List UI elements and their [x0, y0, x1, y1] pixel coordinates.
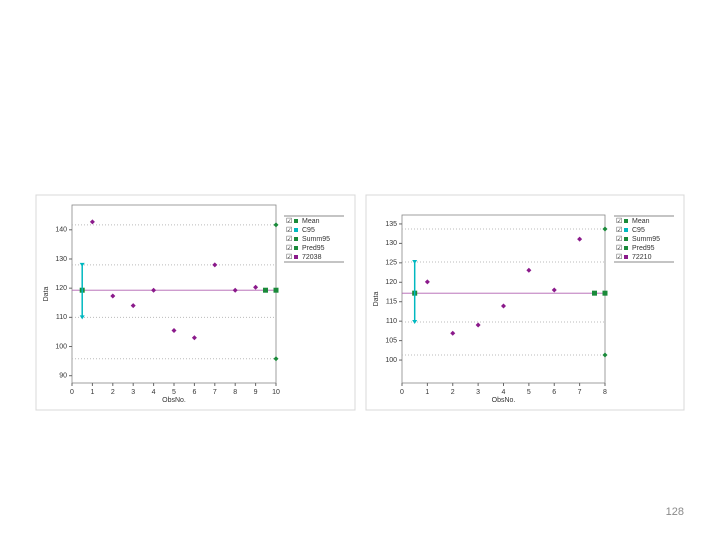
legend-label: Summ95 — [302, 236, 330, 243]
data-point — [191, 335, 197, 341]
pred-marker — [602, 226, 608, 232]
legend-check: ☑ — [616, 235, 622, 243]
x-axis-label: ObsNo. — [162, 397, 186, 404]
x-tick-label: 6 — [552, 389, 556, 396]
legend-swatch — [294, 228, 298, 232]
legend-swatch — [624, 246, 628, 250]
legend-swatch — [294, 219, 298, 223]
x-tick-label: 3 — [476, 389, 480, 396]
x-tick-label: 3 — [131, 389, 135, 396]
legend-check: ☑ — [286, 253, 292, 261]
legend-check: ☑ — [616, 217, 622, 225]
x-tick-label: 0 — [70, 389, 74, 396]
x-tick-label: 1 — [425, 389, 429, 396]
legend-label: 72038 — [302, 254, 322, 261]
y-axis-label: Data — [43, 287, 50, 302]
x-axis-label: ObsNo. — [492, 397, 516, 404]
data-point — [501, 303, 506, 309]
data-point — [232, 287, 238, 293]
x-tick-label: 5 — [527, 389, 531, 396]
mean-marker — [592, 290, 597, 296]
legend-check: ☑ — [616, 226, 622, 234]
y-tick-label: 140 — [55, 227, 67, 234]
legend-swatch — [624, 237, 628, 241]
legend-label: Pred95 — [632, 245, 655, 252]
data-point — [253, 284, 259, 290]
data-point — [89, 219, 95, 225]
legend-check: ☑ — [286, 235, 292, 243]
x-tick-label: 8 — [603, 389, 607, 396]
mean-marker — [263, 287, 268, 293]
data-point — [577, 236, 583, 242]
mean-marker — [273, 287, 279, 293]
y-tick-label: 110 — [386, 318, 397, 325]
legend-label: 72210 — [632, 254, 652, 261]
legend-check: ☑ — [286, 226, 292, 234]
data-point — [110, 293, 116, 299]
data-point — [151, 287, 157, 293]
x-tick-label: 2 — [111, 389, 115, 396]
page-number: 128 — [665, 506, 684, 518]
legend-swatch — [624, 219, 628, 223]
data-point — [424, 279, 430, 285]
legend-label: Summ95 — [632, 236, 660, 243]
x-tick-label: 7 — [578, 389, 582, 396]
panel — [365, 194, 685, 411]
panel — [35, 194, 356, 411]
legend-swatch — [624, 255, 628, 259]
x-tick-label: 0 — [400, 389, 404, 396]
y-tick-label: 130 — [55, 256, 67, 263]
x-tick-label: 4 — [502, 389, 506, 396]
legend-label: C95 — [632, 227, 645, 234]
legend-label: Mean — [632, 218, 650, 225]
x-tick-label: 10 — [272, 389, 280, 396]
y-tick-label: 120 — [385, 279, 397, 286]
data-point — [212, 262, 218, 268]
data-point — [526, 267, 532, 273]
legend-check: ☑ — [616, 244, 622, 252]
data-point — [450, 330, 456, 336]
legend-check: ☑ — [286, 244, 292, 252]
pred-marker — [273, 356, 279, 362]
x-tick-label: 9 — [254, 389, 258, 396]
y-axis-label: Data — [373, 292, 380, 307]
x-tick-label: 1 — [90, 389, 94, 396]
legend-check: ☑ — [286, 217, 292, 225]
x-tick-label: 7 — [213, 389, 217, 396]
data-point — [475, 322, 481, 328]
mean-marker — [602, 290, 608, 296]
x-tick-label: 8 — [233, 389, 237, 396]
legend-swatch — [294, 237, 298, 241]
data-point — [171, 327, 177, 333]
x-tick-label: 4 — [152, 389, 156, 396]
x-tick-label: 5 — [172, 389, 176, 396]
legend-label: C95 — [302, 227, 315, 234]
legend-swatch — [624, 228, 628, 232]
y-tick-label: 120 — [55, 285, 67, 292]
y-tick-label: 105 — [385, 337, 397, 344]
pred-marker — [602, 352, 608, 358]
legend-check: ☑ — [616, 253, 622, 261]
legend-label: Mean — [302, 218, 320, 225]
legend-label: Pred95 — [302, 245, 325, 252]
y-tick-label: 110 — [56, 314, 67, 321]
y-tick-label: 135 — [385, 221, 397, 228]
y-tick-label: 90 — [59, 373, 67, 380]
pred-marker — [273, 222, 279, 228]
y-tick-label: 130 — [385, 240, 397, 247]
data-point — [130, 303, 136, 309]
y-tick-label: 125 — [385, 260, 397, 267]
x-tick-label: 6 — [192, 389, 196, 396]
y-tick-label: 115 — [386, 299, 397, 306]
y-tick-label: 100 — [385, 357, 397, 364]
legend-swatch — [294, 255, 298, 259]
data-point — [551, 287, 557, 293]
y-tick-label: 100 — [55, 343, 67, 350]
legend-swatch — [294, 246, 298, 250]
x-tick-label: 2 — [451, 389, 455, 396]
